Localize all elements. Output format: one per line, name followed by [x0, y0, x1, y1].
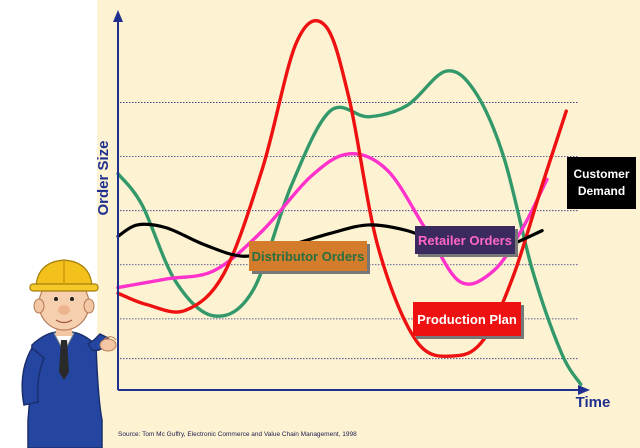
- series-line-distributor-orders: [116, 69, 583, 387]
- production-plan-label-text: Production Plan: [417, 311, 517, 327]
- customer-demand-label-line1: Customer: [573, 167, 630, 182]
- x-axis-arrow: [578, 385, 590, 395]
- retailer-orders-label-text: Retailer Orders: [418, 232, 512, 248]
- customer-demand-label: Customer Demand: [567, 157, 636, 209]
- retailer-orders-label: Retailer Orders: [415, 226, 515, 254]
- series-line-retailer-orders: [116, 152, 549, 290]
- y-axis-arrow: [113, 10, 123, 22]
- y-axis-label: Order Size: [95, 140, 112, 215]
- series-line-production-plan: [116, 18, 568, 359]
- distributor-orders-label-text: Distributor Orders: [251, 248, 365, 264]
- distributor-orders-label: Distributor Orders: [249, 241, 367, 271]
- x-axis-label: Time: [576, 394, 611, 411]
- production-plan-label: Production Plan: [413, 302, 521, 336]
- source-citation: Source: Tom Mc Guffry, Electronic Commer…: [118, 431, 357, 438]
- axes: [113, 10, 590, 395]
- customer-demand-label-line2: Demand: [577, 184, 626, 198]
- worker-illustration: [21, 259, 117, 448]
